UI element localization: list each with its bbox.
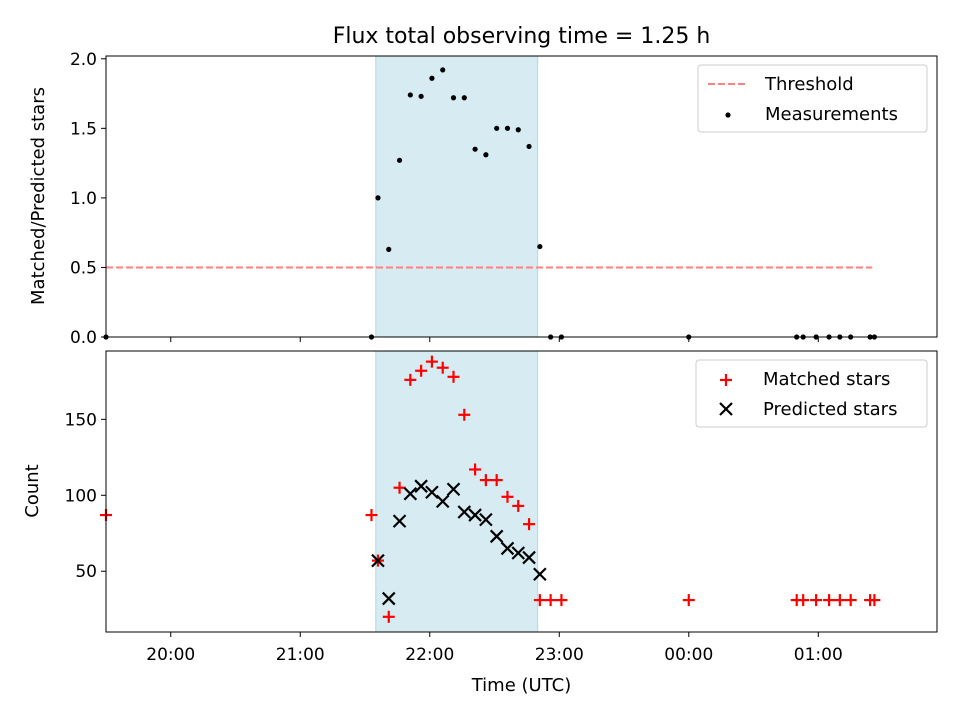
matched-star-point [544, 594, 557, 607]
predicted-star-point [479, 512, 493, 527]
predicted-star-point [425, 485, 439, 500]
legend-matched-label: Matched stars [763, 369, 890, 390]
measurement-point [407, 92, 413, 98]
predicted-star-point [500, 541, 515, 556]
predicted-star-point [435, 494, 450, 509]
top-y-axis-ticks: 0.0 0.5 1.0 1.5 2.0 [70, 50, 106, 348]
bottom-y-axis-label: Count [22, 464, 43, 517]
predicted-star-point [381, 591, 396, 606]
bottom-axes-frame [105, 350, 938, 633]
predicted-star-point [511, 546, 526, 560]
measurement-point [396, 157, 403, 163]
x-tick-label: 00:00 [664, 645, 713, 665]
top-x-axis-ticks [170, 337, 819, 342]
matched-star-point [868, 594, 881, 607]
observing-window-shade [375, 55, 539, 338]
matched-star-point [382, 610, 395, 623]
predicted-star-point [468, 508, 482, 522]
measurement-point [537, 243, 543, 250]
measurement-point [375, 195, 381, 201]
x-tick-label: 20:00 [146, 645, 195, 665]
matched-star-point [404, 373, 417, 386]
measurement-point [504, 125, 511, 131]
measurement-point [494, 125, 500, 131]
matched-star-point [810, 594, 823, 607]
predicted-star-point [371, 553, 385, 568]
matched-star-point [469, 463, 482, 476]
matched-star-point [823, 594, 836, 607]
y-tick-label: 1.5 [70, 119, 97, 139]
y-tick-label: 150 [65, 410, 97, 430]
x-tick-label: 23:00 [535, 645, 584, 665]
legend-measurements-swatch [725, 112, 731, 118]
predicted-star-point [446, 482, 461, 496]
predicted-star-point [522, 550, 536, 565]
legend-measurements-label: Measurements [765, 104, 898, 125]
measurement-point [461, 95, 467, 101]
predicted-star-point [533, 567, 547, 582]
y-tick-label: 50 [75, 562, 97, 582]
bottom-y-axis-ticks: 50 100 150 [65, 410, 106, 582]
matched-star-point [533, 594, 546, 607]
matched-star-point [415, 364, 428, 377]
matched-star-point [833, 594, 846, 607]
x-tick-label: 01:00 [794, 645, 843, 665]
matched-star-point [797, 594, 810, 607]
measurement-point [429, 75, 435, 81]
y-tick-label: 0.5 [70, 258, 97, 278]
legend-matched-swatch [720, 374, 732, 386]
x-axis-label: Time (UTC) [471, 675, 572, 696]
top-legend-box [697, 64, 928, 133]
matched-star-point [523, 518, 536, 531]
x-tick-label: 22:00 [405, 645, 454, 665]
matched-star-point [365, 509, 378, 522]
predicted-star-point [392, 514, 407, 528]
matched-star-point [490, 474, 503, 487]
matched-star-point [501, 490, 514, 503]
measurement-point [526, 143, 532, 150]
legend-threshold-label: Threshold [764, 74, 854, 95]
bottom-x-axis-ticks: 20:00 21:00 22:00 23:00 00:00 01:00 [146, 632, 843, 665]
bottom-legend-box [695, 359, 928, 428]
predicted-star-points [371, 479, 547, 606]
y-tick-label: 1.0 [70, 189, 97, 209]
measurement-point [418, 93, 424, 99]
matched-star-point [436, 361, 449, 374]
measurement-point [386, 246, 392, 252]
predicted-star-point [403, 487, 418, 501]
matched-star-point [555, 594, 568, 607]
y-tick-label: 0.0 [70, 328, 97, 348]
predicted-star-point [489, 529, 504, 544]
top-axes-frame [105, 55, 938, 338]
matched-star-point [458, 408, 471, 421]
chart-title: Flux total observing time = 1.25 h [333, 24, 711, 49]
matched-star-point [425, 355, 438, 368]
top-panel: 0.0 0.5 1.0 1.5 2.0 Flux total observing tim… [28, 24, 938, 348]
bottom-legend: Matched stars Predicted stars [695, 359, 928, 428]
y-tick-label: 2.0 [70, 50, 97, 70]
y-tick-label: 100 [65, 486, 97, 506]
matched-star-point [844, 594, 857, 607]
top-legend: Threshold Measurements [697, 64, 928, 133]
measurement-point [472, 146, 478, 152]
matched-star-point [512, 499, 525, 512]
measurement-point [483, 152, 489, 158]
legend-predicted-label: Predicted stars [763, 399, 897, 420]
top-y-axis-label: Matched/Predicted stars [28, 87, 49, 305]
measurement-point [515, 127, 521, 133]
matched-star-point [479, 474, 492, 487]
x-tick-label: 21:00 [276, 645, 325, 665]
measurement-point [440, 67, 446, 73]
predicted-star-point [457, 505, 472, 519]
legend-predicted-swatch [719, 402, 733, 416]
matched-star-point [393, 481, 406, 494]
matched-star-points [100, 355, 881, 623]
predicted-star-point [414, 479, 428, 493]
matched-star-point [447, 370, 460, 383]
measurement-point [450, 95, 457, 101]
matched-star-point [682, 594, 695, 607]
